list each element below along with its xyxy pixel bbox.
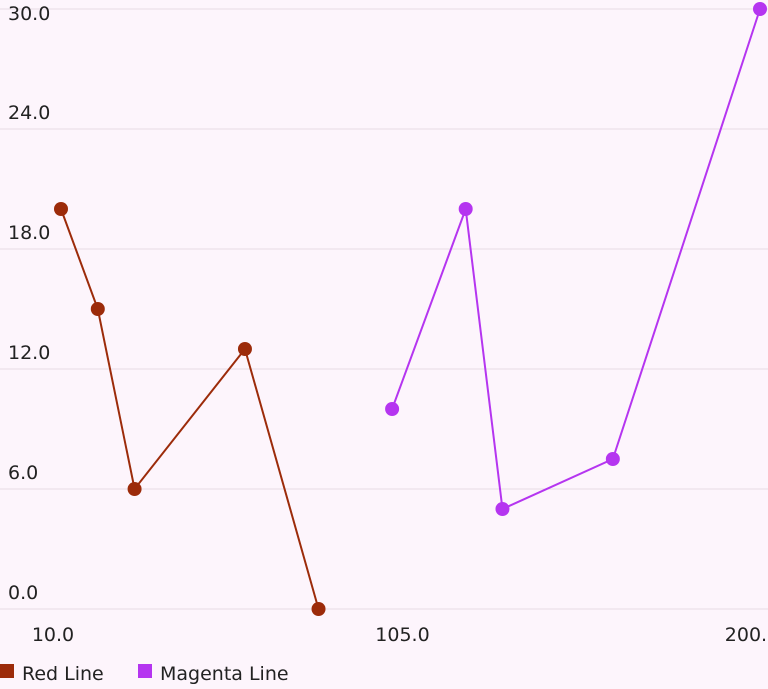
x-tick-label: 105.0 xyxy=(375,624,429,646)
marker xyxy=(458,202,473,216)
y-tick-label: 6.0 xyxy=(8,462,38,484)
marker xyxy=(311,602,326,616)
legend-swatch xyxy=(138,664,152,678)
marker xyxy=(237,342,252,356)
y-tick-label: 30.0 xyxy=(8,3,50,25)
marker xyxy=(753,2,767,16)
y-tick-label: 12.0 xyxy=(8,342,50,364)
line xyxy=(60,208,320,610)
legend-swatch xyxy=(0,664,14,678)
marker xyxy=(54,202,68,216)
y-tick-label: 0.0 xyxy=(8,582,38,604)
x-tick-label: 10.0 xyxy=(32,624,74,646)
legend-label: Magenta Line xyxy=(160,663,289,685)
line xyxy=(391,8,761,511)
marker xyxy=(127,482,142,496)
marker xyxy=(605,452,620,466)
y-tick-label: 24.0 xyxy=(8,102,50,124)
y-tick-label: 18.0 xyxy=(8,222,50,244)
legend-label: Red Line xyxy=(22,663,104,685)
marker xyxy=(385,402,400,416)
marker xyxy=(90,302,105,316)
marker xyxy=(495,502,510,516)
x-tick-label: 200.0 xyxy=(725,624,768,646)
